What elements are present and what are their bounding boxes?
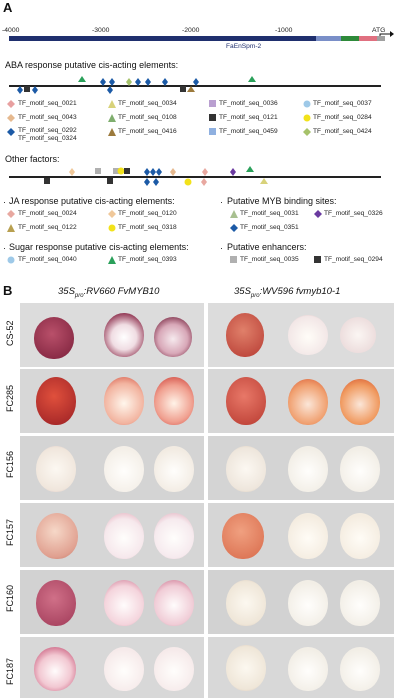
row-label: FC285 (5, 384, 15, 412)
diamond-icon (7, 210, 15, 218)
photo-left-fc187 (20, 637, 204, 698)
triangle-icon (7, 224, 15, 232)
legend-label: TF_motif_seq_0318 (118, 224, 177, 231)
diamond-icon (7, 114, 15, 122)
legend-label: TF_motif_seq_0393 (118, 256, 177, 263)
diamond-icon (108, 210, 116, 218)
legend-label: TF_motif_seq_0024 (18, 210, 77, 217)
other-track-markers (44, 166, 268, 186)
other-header: Other factors: (5, 154, 60, 164)
legend-label: TF_motif_seq_0108 (118, 114, 177, 121)
circle-icon (108, 224, 116, 232)
legend-label: TF_motif_seq_0036 (219, 100, 278, 107)
triangle-icon (108, 128, 116, 136)
diamond-icon (303, 128, 311, 136)
myb-header: Putative MYB binding sites: (227, 196, 337, 206)
photo-right-cs52 (208, 303, 394, 367)
triangle-icon (108, 114, 116, 122)
square-icon (230, 256, 237, 263)
ja-header: JA response putative cis-acting elements… (9, 196, 175, 206)
photo-right-fc156 (208, 436, 394, 500)
promoter-label: FaEnSpm-2 (226, 43, 262, 50)
square-icon (209, 114, 216, 121)
photo-left-cs52 (20, 303, 204, 367)
legend-label: TF_motif_seq_0292 (18, 127, 77, 134)
aba-header: ABA response putative cis-acting element… (5, 60, 179, 70)
bar-segment (377, 36, 385, 41)
legend-label: TF_motif_seq_0284 (313, 114, 372, 121)
legend-label: TF_motif_seq_0122 (18, 224, 77, 231)
legend-label: TF_motif_seq_0031 (240, 210, 299, 217)
bar-segment (359, 36, 377, 41)
tick-label: -1000 (275, 27, 293, 34)
aba-track-markers (17, 76, 256, 94)
legend-label: TF_motif_seq_0035 (240, 256, 299, 263)
legend-label: TF_motif_seq_0459 (219, 128, 278, 135)
row-label: FC157 (5, 518, 15, 546)
row-label: CS-52 (5, 320, 15, 346)
triangle-icon (108, 100, 116, 108)
row-label: FC156 (5, 450, 15, 478)
legend-label: TF_motif_seq_0120 (118, 210, 177, 217)
photo-left-fc160 (20, 570, 204, 634)
circle-icon (303, 114, 311, 122)
row-label: FC187 (5, 657, 15, 685)
panel-b-label: B (3, 283, 13, 298)
legend-label: TF_motif_seq_0121 (219, 114, 278, 121)
bullet-icon: · (220, 243, 223, 253)
legend-label: TF_motif_seq_0021 (18, 100, 77, 107)
circle-icon (303, 100, 311, 108)
legend-label: TF_motif_seq_0040 (18, 256, 77, 263)
legend-label: TF_motif_seq_0424 (313, 128, 372, 135)
other-track-line (9, 176, 381, 178)
bar-segment (341, 36, 359, 41)
legend-label: TF_motif_seq_0326 (324, 210, 383, 217)
legend-label: TF_motif_seq_0324 (18, 135, 77, 142)
triangle-icon (108, 256, 116, 264)
legend-label: TF_motif_seq_0043 (18, 114, 77, 121)
tick-label: -3000 (92, 27, 110, 34)
triangle-icon (230, 210, 238, 218)
photo-right-fc157 (208, 503, 394, 567)
photo-right-fc285 (208, 369, 394, 433)
diamond-icon (7, 128, 15, 136)
tick-label: -4000 (2, 27, 20, 34)
diamond-icon (7, 100, 15, 108)
legend-label: TF_motif_seq_0034 (118, 100, 177, 107)
photo-right-fc187 (208, 637, 394, 698)
square-icon (209, 100, 216, 107)
bullet-icon: · (220, 197, 223, 207)
tick-label: -2000 (182, 27, 200, 34)
left-column-header: 35Spro:RV660 FvMYB10 (58, 286, 160, 299)
aba-track-line (9, 85, 381, 87)
atg-label: ATG (372, 27, 386, 34)
diamond-icon (314, 210, 322, 218)
legend-label: TF_motif_seq_0351 (240, 224, 299, 231)
diamond-icon (230, 224, 238, 232)
promoter-bar (9, 36, 316, 41)
sugar-header: Sugar response putative cis-acting eleme… (9, 242, 189, 252)
row-label: FC160 (5, 584, 15, 612)
photo-left-fc157 (20, 503, 204, 567)
legend-label: TF_motif_seq_0294 (324, 256, 383, 263)
square-icon (314, 256, 321, 263)
photo-left-fc285 (20, 369, 204, 433)
bullet-icon: · (3, 243, 6, 253)
square-icon (209, 128, 216, 135)
photo-right-fc160 (208, 570, 394, 634)
right-column-header: 35Spro:WV596 fvmyb10-1 (234, 286, 341, 299)
circle-icon (7, 256, 15, 264)
bar-segment (316, 36, 341, 41)
panel-a-label: A (3, 0, 13, 15)
photo-left-fc156 (20, 436, 204, 500)
legend-label: TF_motif_seq_0416 (118, 128, 177, 135)
legend-label: TF_motif_seq_0037 (313, 100, 372, 107)
enhancer-header: Putative enhancers: (227, 242, 307, 252)
bullet-icon: · (3, 197, 6, 207)
